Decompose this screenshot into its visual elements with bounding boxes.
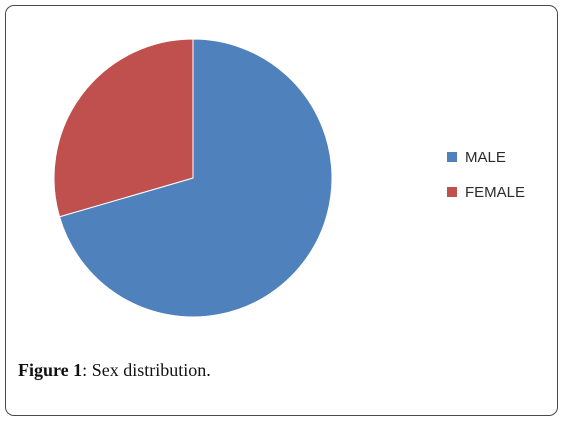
legend-swatch-male [447, 152, 457, 162]
pie-slice-male [58, 38, 333, 318]
legend-item-female: FEMALE [447, 181, 525, 203]
legend-swatch-female [447, 187, 457, 197]
chart-legend: MALE FEMALE [447, 146, 525, 216]
caption-text: Sex distribution. [87, 360, 211, 380]
legend-item-male: MALE [447, 146, 525, 168]
figure-caption: Figure 1: Sex distribution. [18, 360, 211, 381]
legend-label-male: MALE [465, 148, 506, 166]
pie-slices [53, 38, 333, 318]
caption-label: Figure 1 [18, 360, 83, 380]
caption-separator: : [82, 360, 88, 380]
pie-slice-female [53, 38, 194, 218]
legend-label-female: FEMALE [465, 183, 526, 201]
